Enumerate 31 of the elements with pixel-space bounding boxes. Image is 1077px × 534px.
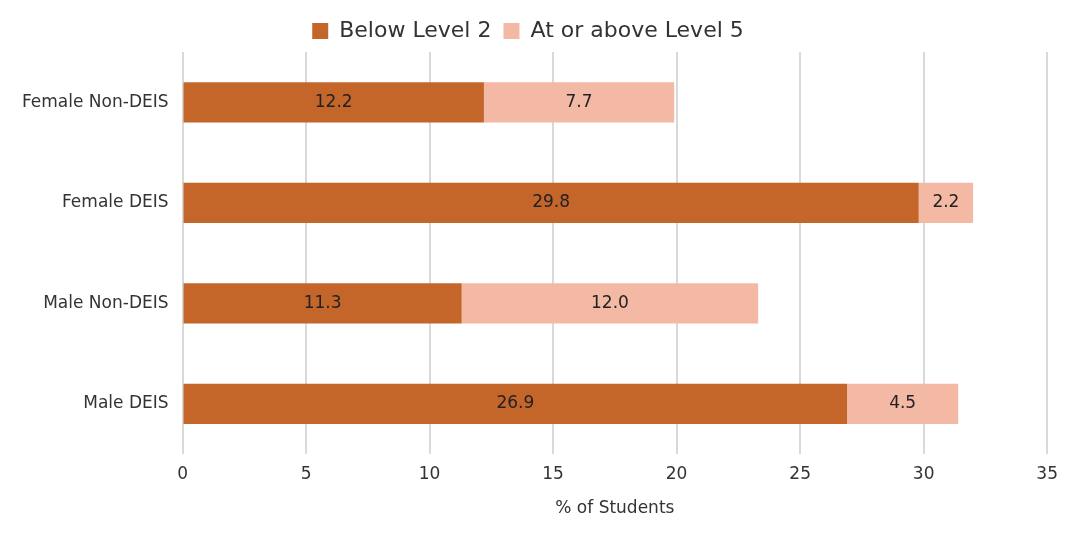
data-label: 26.9 (496, 392, 535, 413)
data-label: 11.3 (303, 291, 342, 312)
x-tick-label: 15 (542, 462, 564, 483)
bar (183, 82, 484, 123)
data-label: 2.2 (932, 191, 960, 212)
bar (483, 82, 675, 123)
bar (183, 283, 462, 324)
x-tick-label: 25 (789, 462, 811, 483)
x-tick-label: 0 (177, 462, 188, 483)
y-tick-label: Male DEIS (83, 392, 169, 413)
data-label: 29.8 (532, 191, 571, 212)
x-tick-label: 35 (1036, 462, 1058, 483)
bar (461, 283, 759, 324)
y-tick-label: Female DEIS (62, 191, 169, 212)
x-axis-title: % of Students (555, 497, 675, 518)
y-tick-label: Male Non-DEIS (43, 291, 169, 312)
x-tick-label: 5 (300, 462, 312, 483)
bar (847, 383, 959, 425)
data-label: 7.7 (565, 90, 593, 111)
x-tick-label: 30 (912, 462, 935, 483)
y-tick-label: Female Non-DEIS (21, 90, 169, 111)
legend-label: At or above Level 5 (530, 16, 744, 42)
legend-label: Below Level 2 (339, 16, 492, 42)
bar (918, 182, 974, 223)
data-label: 4.5 (889, 392, 917, 413)
data-label: 12.0 (590, 291, 629, 312)
bar (183, 383, 848, 425)
x-tick-label: 10 (418, 462, 441, 483)
data-label: 12.2 (314, 90, 353, 111)
bar (183, 182, 919, 223)
x-tick-label: 20 (665, 462, 688, 483)
